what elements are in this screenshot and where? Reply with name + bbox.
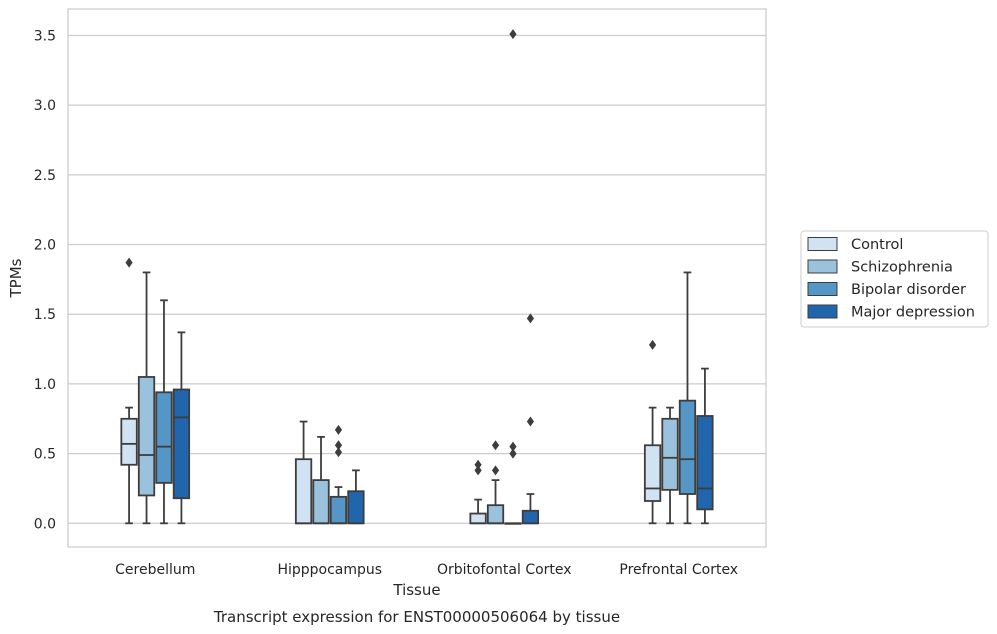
y-tick-label: 2.5	[34, 168, 56, 184]
box	[312, 479, 330, 525]
outlier-point	[648, 339, 657, 350]
gridlines	[68, 34, 766, 524]
legend-swatch	[807, 259, 838, 274]
plot-frame	[67, 8, 767, 548]
box	[172, 388, 191, 500]
legend-swatch	[807, 237, 838, 251]
outlier-point	[125, 257, 133, 268]
outlier-point	[474, 459, 482, 470]
box	[329, 495, 348, 525]
x-tick-label: Hipppocampus	[277, 562, 382, 578]
box	[347, 490, 365, 525]
box	[137, 376, 156, 497]
legend: Control Schizophrenia Bipolar disorder Majo…	[800, 230, 989, 328]
box-groups	[120, 29, 714, 525]
outlier-point	[509, 29, 517, 40]
outlier-point	[526, 313, 535, 324]
box	[469, 512, 487, 525]
x-axis-label: Tissue	[392, 581, 440, 599]
box	[155, 391, 173, 484]
outlier-point	[334, 424, 343, 435]
legend-label: Major depression	[851, 305, 975, 321]
y-tick-label: 1.5	[34, 307, 56, 323]
legend-label: Control	[851, 237, 903, 253]
box	[643, 444, 662, 502]
outlier-point	[474, 465, 482, 476]
outlier-point	[509, 441, 517, 452]
y-tick-label: 3.5	[34, 28, 56, 44]
box-group-2	[469, 29, 540, 525]
box	[521, 509, 540, 525]
outlier-point	[334, 447, 343, 458]
box	[678, 399, 697, 495]
y-tick-label: 0.5	[34, 447, 56, 463]
box	[486, 504, 505, 525]
outlier-point	[526, 416, 535, 427]
y-tick-labels: 0.0 0.5 1.0 1.5 2.0 2.5 3.0 3.5	[34, 28, 56, 532]
legend-frame	[800, 230, 989, 328]
y-axis-label: TPMs	[7, 258, 25, 298]
x-tick-labels: Cerebellum Hipppocampus Orbitofontal Corte…	[115, 562, 738, 578]
box	[696, 415, 714, 511]
legend-label: Bipolar disorder	[851, 282, 966, 298]
y-tick-label: 0.0	[34, 516, 56, 532]
outlier-point	[491, 465, 500, 476]
y-tick-label: 2.0	[34, 238, 56, 254]
box	[120, 417, 138, 466]
chart-caption: Transcript expression for ENST0000050606…	[213, 608, 620, 626]
box	[294, 458, 313, 525]
box-group-0	[120, 257, 191, 525]
x-tick-label: Orbitofontal Cortex	[437, 562, 572, 578]
box-group-3	[643, 271, 714, 525]
box	[661, 417, 679, 491]
legend-swatch	[807, 282, 838, 296]
box-group-1	[294, 420, 365, 525]
legend-label: Schizophrenia	[851, 260, 953, 276]
outlier-point	[334, 440, 343, 451]
y-tick-label: 1.0	[34, 377, 56, 393]
outlier-point	[509, 448, 517, 459]
legend-swatch	[807, 304, 838, 319]
x-tick-label: Cerebellum	[115, 562, 195, 578]
outlier-point	[491, 440, 500, 451]
y-tick-label: 3.0	[34, 98, 56, 114]
x-tick-label: Prefrontal Cortex	[619, 562, 738, 578]
